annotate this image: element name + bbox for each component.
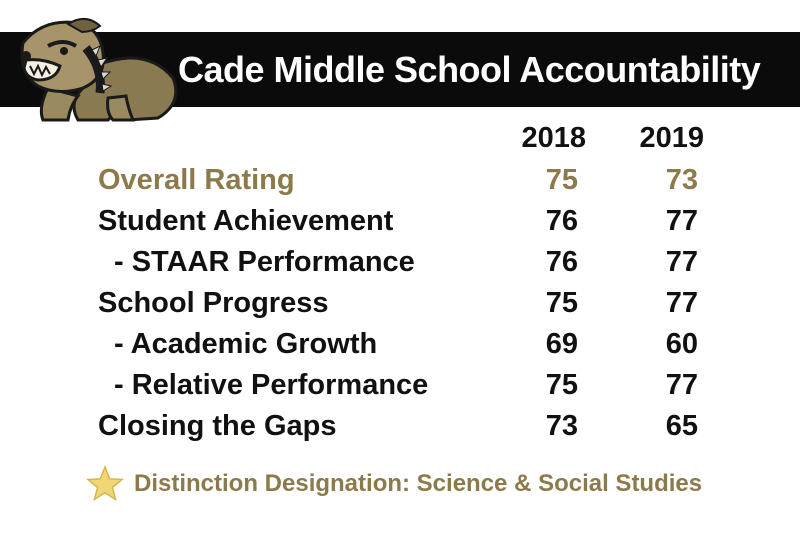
value-2019: 73 bbox=[665, 164, 698, 196]
value-2018: 76 bbox=[545, 205, 578, 237]
accountability-table: 2018 2019 Overall Rating 75 73 Student A… bbox=[98, 118, 718, 447]
value-2018: 73 bbox=[545, 410, 578, 442]
value-2018: 75 bbox=[545, 369, 578, 401]
value-2019: 77 bbox=[665, 205, 698, 237]
table-header-row: 2018 2019 bbox=[98, 118, 718, 160]
table-row: School Progress 75 77 bbox=[98, 283, 718, 324]
table-row: Closing the Gaps 73 65 bbox=[98, 406, 718, 447]
table-row: - Academic Growth 69 60 bbox=[98, 324, 718, 365]
table-row: - Relative Performance 75 77 bbox=[98, 365, 718, 406]
distinction-text: Distinction Designation: Science & Socia… bbox=[134, 470, 703, 497]
row-label: School Progress bbox=[98, 287, 329, 319]
row-label: Student Achievement bbox=[98, 205, 394, 237]
column-header-2018: 2018 bbox=[521, 122, 586, 154]
value-2018: 75 bbox=[545, 164, 578, 196]
value-2019: 77 bbox=[665, 246, 698, 278]
value-2019: 65 bbox=[665, 410, 698, 442]
table-row: Student Achievement 76 77 bbox=[98, 201, 718, 242]
value-2019: 77 bbox=[665, 369, 698, 401]
column-header-2019: 2019 bbox=[639, 122, 704, 154]
value-2019: 77 bbox=[665, 287, 698, 319]
row-label: - Relative Performance bbox=[114, 369, 429, 401]
value-2018: 76 bbox=[545, 246, 578, 278]
row-label: - Academic Growth bbox=[114, 328, 378, 360]
table-row: Overall Rating 75 73 bbox=[98, 160, 718, 201]
page-title: Cade Middle School Accountability bbox=[178, 48, 761, 90]
row-label: Overall Rating bbox=[98, 164, 295, 196]
value-2018: 69 bbox=[545, 328, 578, 360]
distinction-designation: Distinction Designation: Science & Socia… bbox=[86, 462, 702, 506]
table-row: - STAAR Performance 76 77 bbox=[98, 242, 718, 283]
row-label: - STAAR Performance bbox=[114, 246, 415, 278]
value-2019: 60 bbox=[665, 328, 698, 360]
star-icon bbox=[86, 465, 124, 502]
value-2018: 75 bbox=[545, 287, 578, 319]
bulldog-mascot-icon bbox=[20, 18, 178, 122]
row-label: Closing the Gaps bbox=[98, 410, 337, 442]
